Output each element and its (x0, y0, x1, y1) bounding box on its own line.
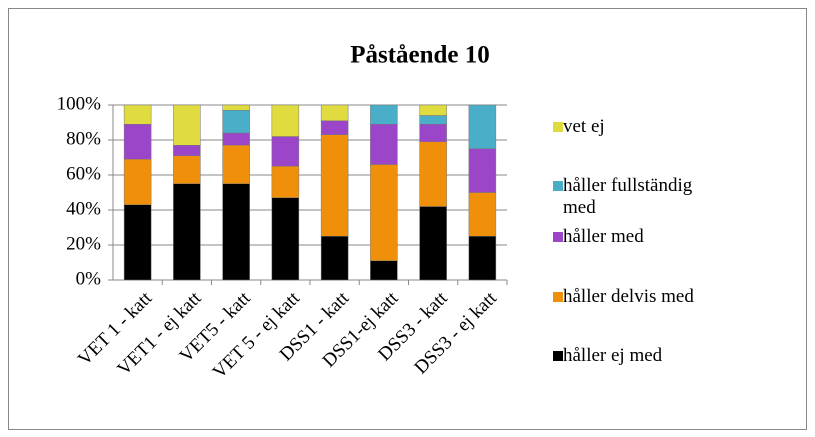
legend-item: håller med (563, 226, 644, 247)
y-tick-label: 20% (66, 233, 101, 254)
legend-swatch (553, 232, 563, 242)
bar-segment (173, 155, 201, 184)
bar-segment (370, 124, 398, 165)
legend-label: håller delvis med (563, 286, 694, 307)
bar-segment (320, 134, 349, 237)
y-tick-label: 60% (66, 163, 101, 184)
bar-segment (222, 110, 250, 134)
bar-segment (370, 164, 398, 261)
legend-label: håller fullständig med (563, 175, 693, 218)
bar-segment (173, 183, 201, 281)
legend-item: håller delvis med (563, 286, 694, 307)
bar-segment (419, 206, 447, 281)
chart-title: Påstående 10 (350, 42, 490, 69)
bar-segment (271, 136, 300, 167)
bar-segment (419, 141, 447, 207)
legend-swatch (553, 122, 563, 132)
bar-segment (370, 260, 398, 281)
bar-segment (271, 166, 300, 198)
legend-label: vet ej (563, 116, 605, 137)
bar-segment (419, 124, 447, 142)
y-tick-label: 80% (66, 128, 101, 149)
legend-item: håller ej med (563, 345, 663, 366)
legend-swatch (553, 292, 563, 302)
legend-swatch (553, 351, 563, 361)
bar-segment (123, 104, 152, 125)
bar-segment (123, 204, 152, 281)
legend-item: håller fullständig med (563, 175, 693, 218)
legend-item: vet ej (563, 116, 605, 137)
bar-segment (222, 183, 250, 281)
legend-label: håller ej med (563, 345, 663, 366)
bar-segment (173, 145, 201, 156)
bar-segment (123, 124, 152, 160)
legend-label: håller med (563, 226, 644, 247)
bar-segment (173, 104, 201, 146)
legend-swatch (553, 181, 563, 191)
bar-segment (222, 145, 250, 184)
bar-segment (320, 120, 349, 135)
y-tick-label: 100% (57, 93, 102, 114)
bar-segment (320, 104, 349, 121)
bar-segment (320, 236, 349, 281)
bar-segment (222, 132, 250, 146)
bar-segment (271, 197, 300, 281)
bar-segment (123, 159, 152, 205)
bar-segment (468, 104, 497, 149)
bar-segment (468, 236, 497, 281)
bar-segment (370, 104, 398, 125)
bar-segment (468, 192, 497, 237)
bar-segment (271, 104, 300, 137)
y-tick-label: 0% (76, 268, 102, 289)
bar-segment (468, 148, 497, 193)
bar-segment (419, 104, 447, 116)
y-tick-label: 40% (66, 198, 101, 219)
bar-segment (222, 104, 250, 111)
bar-segment (419, 115, 447, 125)
